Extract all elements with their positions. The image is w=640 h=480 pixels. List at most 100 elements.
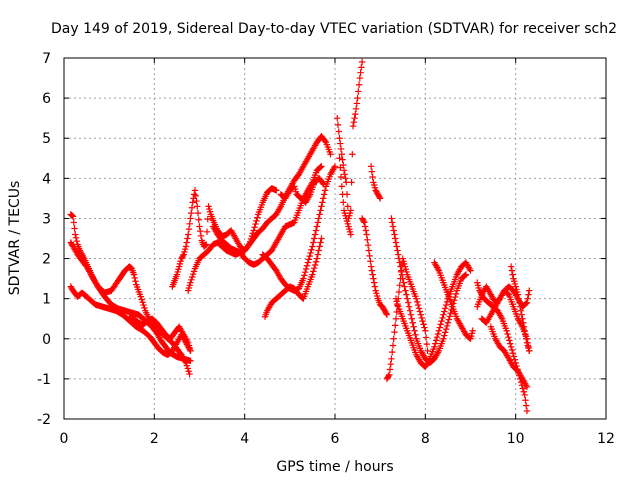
data-point [392, 315, 400, 322]
data-point [511, 356, 518, 363]
series-track-3 [67, 283, 194, 359]
data-point [367, 163, 375, 170]
data-point [188, 276, 195, 284]
data-point [389, 342, 397, 349]
data-point [390, 335, 397, 342]
data-point [303, 262, 311, 269]
data-point [311, 235, 318, 242]
data-point [312, 258, 320, 265]
data-point [307, 249, 314, 257]
data-point [182, 243, 190, 250]
data-point [507, 263, 515, 270]
data-point [301, 272, 308, 279]
data-point [447, 309, 454, 317]
data-point [526, 287, 533, 294]
data-point [310, 239, 317, 246]
series-track-10 [277, 175, 327, 206]
data-point [358, 58, 366, 66]
data-point [522, 331, 529, 338]
data-point [519, 315, 526, 322]
chart-title: Day 149 of 2019, Sidereal Day-to-day VTE… [51, 21, 617, 37]
data-point [318, 235, 325, 242]
data-point [189, 199, 196, 206]
data-point [395, 255, 403, 262]
x-tick-label: 8 [421, 431, 430, 447]
data-point [352, 110, 359, 118]
series-track-16 [388, 215, 470, 367]
data-point [185, 368, 192, 375]
data-point [516, 299, 523, 306]
data-point [517, 307, 525, 314]
data-point [189, 273, 196, 281]
data-point [368, 168, 376, 175]
data-point [305, 256, 313, 263]
data-point [526, 347, 533, 355]
data-point [405, 303, 413, 310]
data-point [191, 191, 198, 198]
data-point [360, 217, 367, 225]
data-point [515, 295, 522, 302]
data-point [417, 311, 425, 318]
data-point [376, 193, 383, 201]
data-point [521, 391, 528, 399]
data-point [197, 227, 204, 235]
data-point [69, 213, 77, 220]
data-point [397, 263, 404, 270]
data-point [315, 247, 322, 254]
data-point [386, 366, 394, 373]
data-point [355, 88, 362, 95]
data-point [193, 197, 200, 205]
data-point [423, 340, 431, 348]
data-point [451, 297, 458, 304]
data-point [506, 337, 513, 344]
series-track-14 [367, 163, 384, 202]
data-point [183, 239, 190, 246]
data-point [401, 283, 408, 290]
data-point [390, 227, 397, 234]
series-track-17 [392, 259, 474, 371]
series-track-5 [169, 185, 280, 290]
data-point [442, 325, 450, 333]
data-point [432, 340, 439, 347]
data-point [416, 308, 424, 315]
data-point [184, 365, 191, 372]
data-point [138, 296, 145, 303]
data-point [510, 353, 518, 360]
data-point [194, 209, 202, 217]
data-point [72, 231, 79, 238]
data-point [445, 316, 453, 323]
data-point [436, 324, 443, 331]
data-point [253, 217, 260, 225]
data-point [347, 207, 355, 214]
x-tick-label: 12 [597, 431, 615, 447]
data-point [392, 322, 399, 329]
data-point [519, 319, 527, 326]
data-point [371, 283, 379, 290]
data-point [334, 121, 342, 129]
data-point [396, 282, 403, 289]
data-point [302, 265, 310, 273]
data-point [347, 231, 355, 238]
data-point [391, 328, 398, 336]
data-point [316, 211, 323, 218]
data-point [523, 402, 530, 409]
data-point [508, 346, 516, 354]
data-point [410, 323, 417, 330]
data-point [70, 219, 77, 226]
data-point [188, 204, 196, 211]
data-point [432, 337, 440, 344]
data-point [504, 290, 512, 298]
data-point [395, 251, 402, 258]
data-point [420, 321, 427, 328]
data-point [383, 311, 391, 318]
data-point [386, 371, 393, 379]
data-point [314, 251, 322, 258]
y-tick-label: 7 [42, 51, 51, 67]
series-track-12 [336, 155, 355, 238]
data-point [342, 175, 349, 182]
data-point [522, 397, 529, 404]
data-point [407, 311, 415, 318]
data-point [451, 293, 459, 301]
data-point [469, 327, 476, 334]
